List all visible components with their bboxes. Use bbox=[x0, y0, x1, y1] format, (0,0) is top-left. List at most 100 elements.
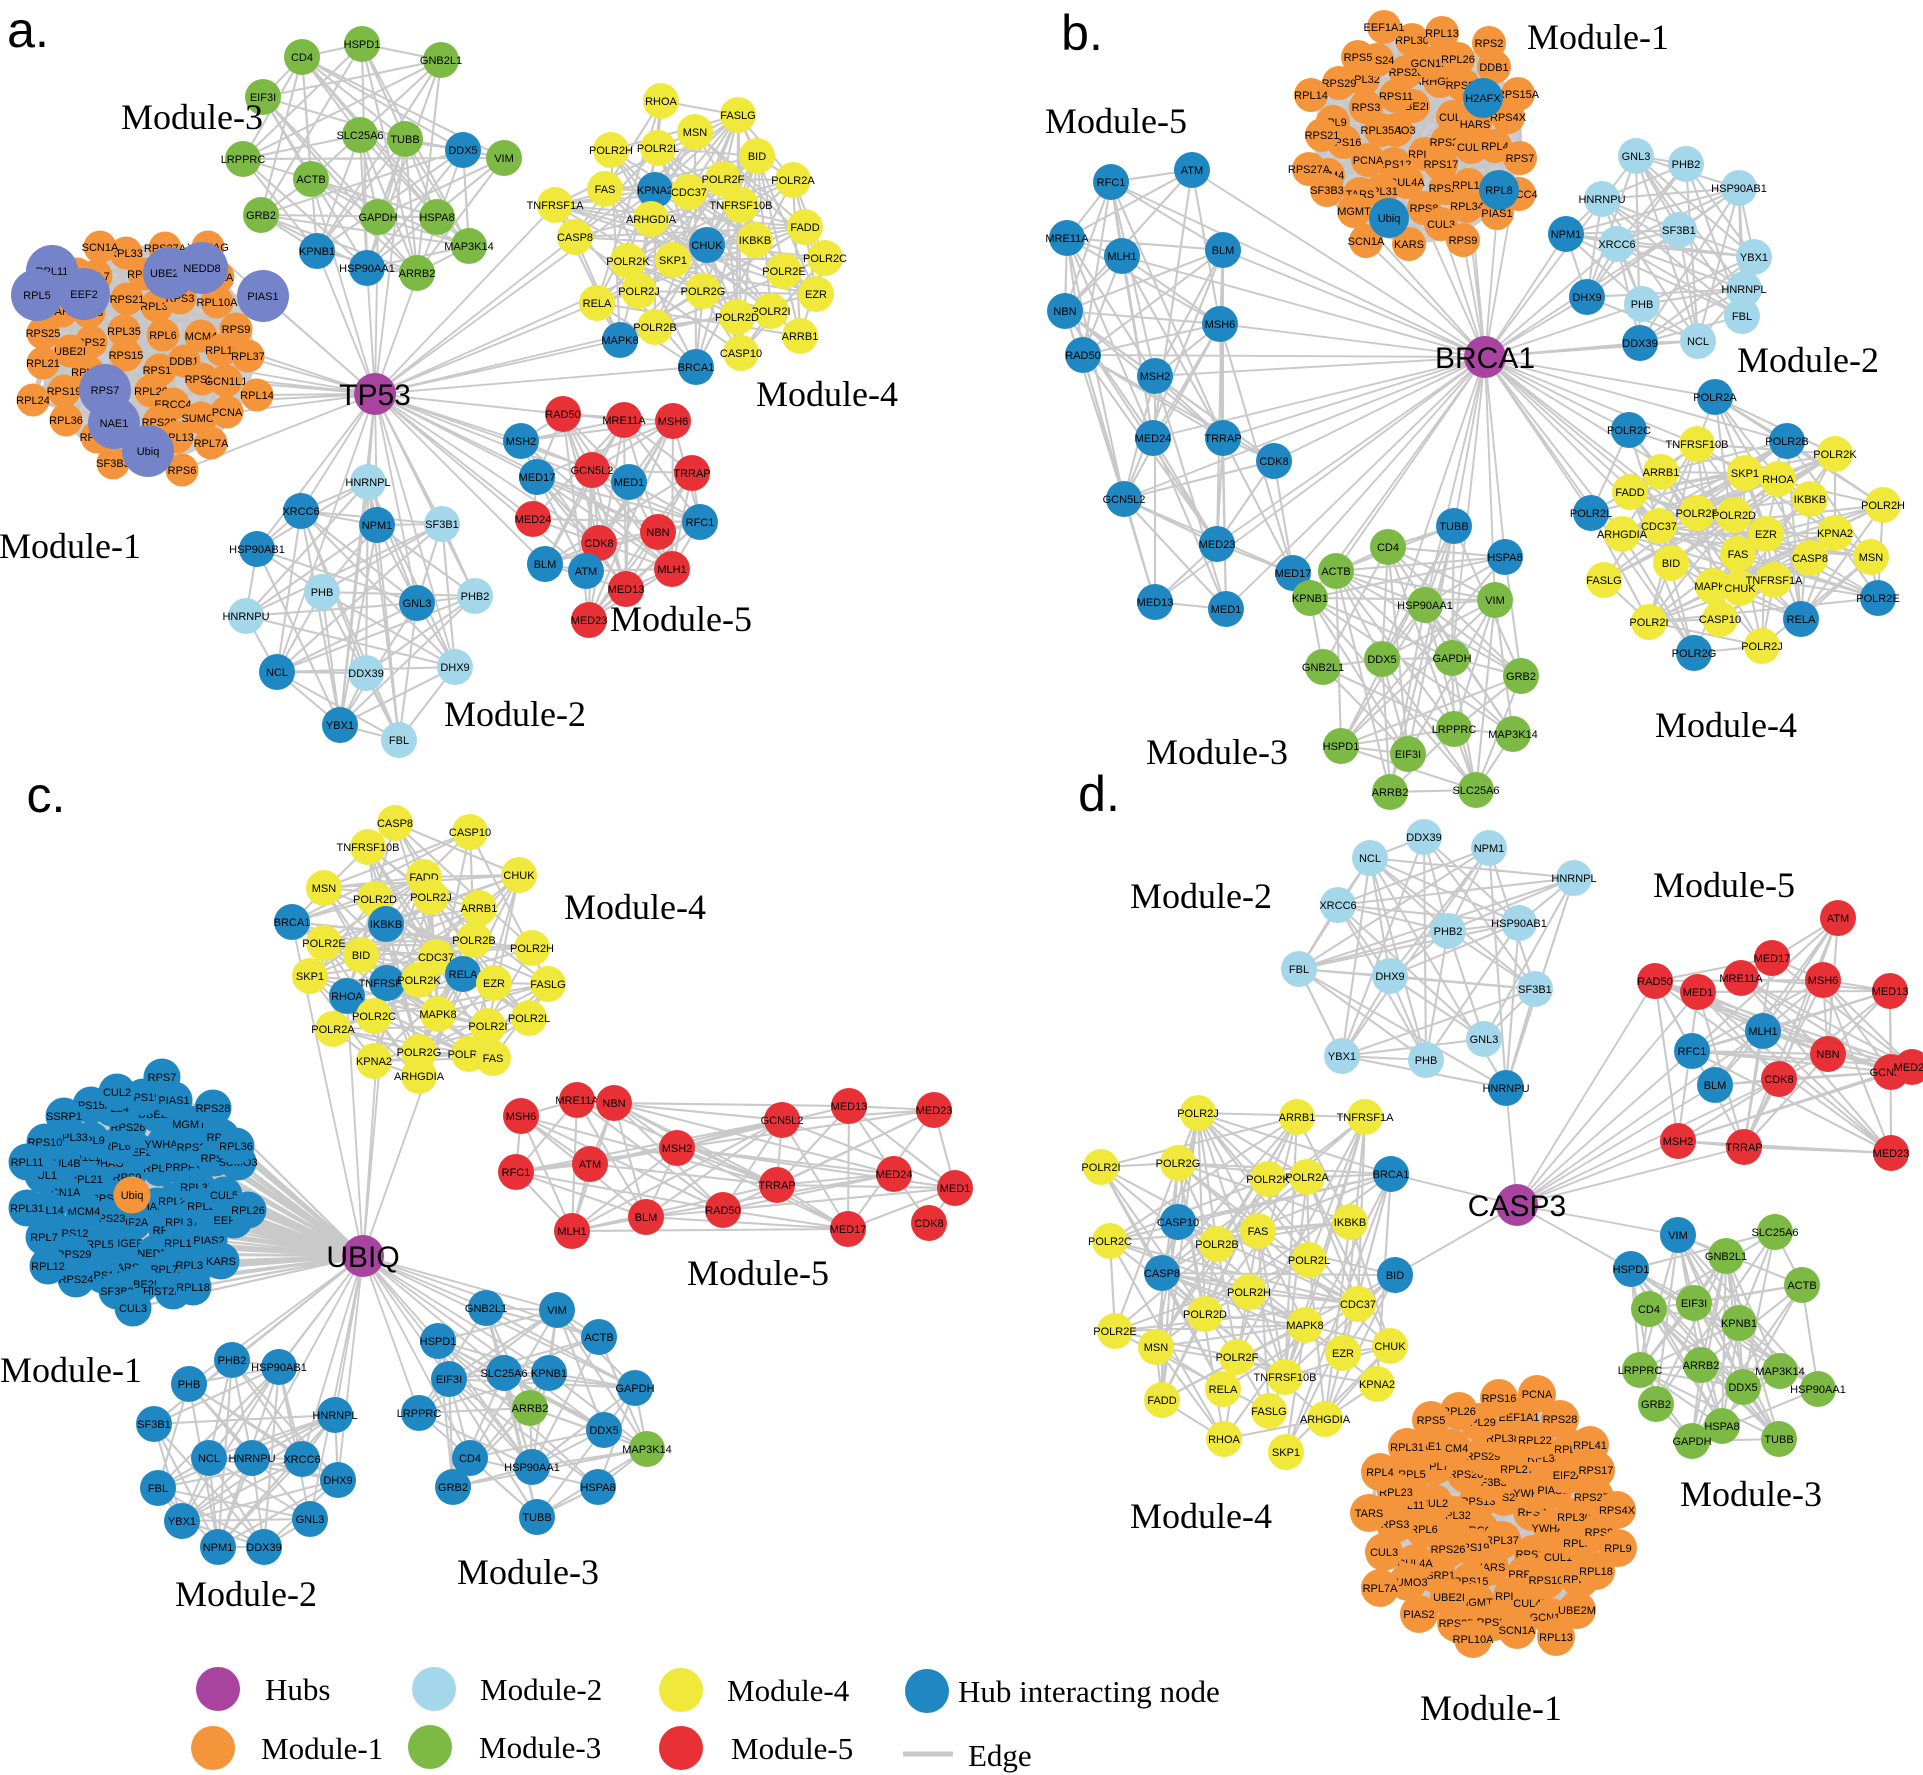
svg-text:TUBB: TUBB bbox=[390, 134, 419, 146]
svg-text:CDC37: CDC37 bbox=[418, 952, 454, 964]
svg-text:RFC1: RFC1 bbox=[502, 1167, 531, 1179]
svg-text:Module-3: Module-3 bbox=[457, 1552, 599, 1592]
svg-text:LRPPRC: LRPPRC bbox=[1618, 1365, 1663, 1377]
svg-text:CDK8: CDK8 bbox=[914, 1218, 943, 1230]
svg-text:BLM: BLM bbox=[1212, 245, 1235, 257]
svg-text:Module-1: Module-1 bbox=[1527, 17, 1669, 57]
svg-text:RELA: RELA bbox=[1787, 614, 1816, 626]
svg-text:GNB2L1: GNB2L1 bbox=[1302, 662, 1344, 674]
svg-text:RPS26: RPS26 bbox=[1431, 1544, 1466, 1556]
svg-text:MAPK8: MAPK8 bbox=[419, 1009, 456, 1021]
svg-text:POLR2D: POLR2D bbox=[1712, 510, 1756, 522]
svg-text:POLR2H: POLR2H bbox=[589, 145, 633, 157]
svg-text:GNL3: GNL3 bbox=[1622, 151, 1651, 163]
svg-text:EIF3I: EIF3I bbox=[250, 92, 276, 104]
svg-text:RPL13: RPL13 bbox=[1539, 1632, 1573, 1644]
svg-text:XRCC6: XRCC6 bbox=[1598, 239, 1635, 251]
svg-text:CUL4A: CUL4A bbox=[1389, 177, 1425, 189]
svg-text:HSP90AB1: HSP90AB1 bbox=[1491, 918, 1547, 930]
svg-text:Module-4: Module-4 bbox=[756, 374, 898, 414]
svg-text:FADD: FADD bbox=[1147, 1395, 1176, 1407]
svg-text:Edge: Edge bbox=[968, 1738, 1032, 1773]
svg-text:CHUK: CHUK bbox=[503, 870, 535, 882]
svg-text:CDK8: CDK8 bbox=[1764, 1074, 1793, 1086]
svg-text:ARRB1: ARRB1 bbox=[461, 903, 498, 915]
svg-text:POLR2A: POLR2A bbox=[311, 1024, 355, 1036]
svg-text:DHX9: DHX9 bbox=[1375, 971, 1404, 983]
svg-text:RPS5: RPS5 bbox=[1417, 1415, 1446, 1427]
svg-text:HSP90AB1: HSP90AB1 bbox=[251, 1362, 307, 1374]
svg-text:DDB1: DDB1 bbox=[169, 356, 198, 368]
svg-text:IKBKB: IKBKB bbox=[739, 235, 771, 247]
svg-text:HNRNPL: HNRNPL bbox=[1551, 873, 1596, 885]
svg-text:PIAS1: PIAS1 bbox=[158, 1095, 189, 1107]
svg-text:RPS7: RPS7 bbox=[148, 1072, 177, 1084]
svg-text:RPL30: RPL30 bbox=[1395, 35, 1429, 47]
svg-text:ACTB: ACTB bbox=[1321, 566, 1350, 578]
svg-text:HSPD1: HSPD1 bbox=[1613, 1264, 1650, 1276]
svg-text:MED17: MED17 bbox=[1754, 953, 1791, 965]
svg-text:d.: d. bbox=[1078, 766, 1120, 822]
svg-text:ARRB2: ARRB2 bbox=[399, 268, 436, 280]
svg-text:SSRP1: SSRP1 bbox=[46, 1111, 82, 1123]
svg-text:RPS29: RPS29 bbox=[1322, 78, 1357, 90]
svg-text:RPL23: RPL23 bbox=[1379, 1487, 1413, 1499]
svg-text:HNRNPU: HNRNPU bbox=[1482, 1083, 1529, 1095]
svg-text:IKBKB: IKBKB bbox=[370, 919, 402, 931]
svg-text:PHB2: PHB2 bbox=[1434, 926, 1463, 938]
svg-text:MED13: MED13 bbox=[608, 584, 645, 596]
svg-text:POLR2L: POLR2L bbox=[1570, 508, 1612, 520]
svg-text:Module-2: Module-2 bbox=[175, 1574, 317, 1614]
svg-text:CD4: CD4 bbox=[1638, 1304, 1660, 1316]
svg-text:GNB2L1: GNB2L1 bbox=[1705, 1251, 1747, 1263]
svg-text:CUL1: CUL1 bbox=[1544, 1552, 1572, 1564]
svg-text:MED24: MED24 bbox=[515, 514, 552, 526]
svg-text:MED13: MED13 bbox=[1872, 986, 1909, 998]
svg-text:RPS16: RPS16 bbox=[1482, 1393, 1517, 1405]
svg-text:EEF2: EEF2 bbox=[70, 289, 98, 301]
svg-text:MSH2: MSH2 bbox=[1663, 1136, 1694, 1148]
svg-text:PHB: PHB bbox=[1415, 1055, 1438, 1067]
svg-text:NPM1: NPM1 bbox=[362, 520, 393, 532]
svg-text:HNRNPU: HNRNPU bbox=[222, 611, 269, 623]
svg-text:SCN1A: SCN1A bbox=[1499, 1625, 1536, 1637]
svg-text:POLR2E: POLR2E bbox=[1093, 1326, 1136, 1338]
svg-text:TUBB: TUBB bbox=[1764, 1434, 1793, 1446]
svg-text:RPS21: RPS21 bbox=[1305, 130, 1340, 142]
svg-text:POLR2H: POLR2H bbox=[1861, 500, 1905, 512]
svg-text:ARRB1: ARRB1 bbox=[1279, 1112, 1316, 1124]
svg-text:RPL36: RPL36 bbox=[49, 415, 83, 427]
svg-text:DDX5: DDX5 bbox=[1728, 1382, 1757, 1394]
svg-text:RPS2: RPS2 bbox=[1475, 38, 1504, 50]
svg-text:EIF3I: EIF3I bbox=[436, 1374, 462, 1386]
svg-text:BID: BID bbox=[1662, 558, 1680, 570]
svg-text:FASLG: FASLG bbox=[530, 979, 565, 991]
svg-text:NPM1: NPM1 bbox=[1474, 843, 1505, 855]
svg-text:RPS6: RPS6 bbox=[168, 465, 197, 477]
svg-text:ARRB1: ARRB1 bbox=[782, 331, 819, 343]
svg-text:NPM1: NPM1 bbox=[1551, 229, 1582, 241]
svg-text:MSH2: MSH2 bbox=[506, 436, 537, 448]
svg-text:UBE2I: UBE2I bbox=[54, 346, 86, 358]
svg-text:RPS25: RPS25 bbox=[26, 328, 61, 340]
svg-text:RPL18: RPL18 bbox=[205, 345, 239, 357]
svg-text:YWHAH: YWHAH bbox=[145, 1139, 186, 1151]
svg-text:RPL6: RPL6 bbox=[1410, 1524, 1438, 1536]
svg-text:BRCA1: BRCA1 bbox=[274, 917, 311, 929]
svg-text:HNRNPL: HNRNPL bbox=[312, 1410, 357, 1422]
svg-text:MED1: MED1 bbox=[1211, 604, 1242, 616]
svg-text:SLC25A6: SLC25A6 bbox=[480, 1368, 527, 1380]
svg-text:ACTB: ACTB bbox=[1787, 1280, 1816, 1292]
svg-text:KPNB1: KPNB1 bbox=[1721, 1318, 1757, 1330]
svg-text:RFC1: RFC1 bbox=[1097, 177, 1126, 189]
svg-text:TNFRSF10B: TNFRSF10B bbox=[1666, 439, 1729, 451]
svg-text:RPS3: RPS3 bbox=[1352, 102, 1381, 114]
svg-text:CDK8: CDK8 bbox=[584, 538, 613, 550]
svg-text:b.: b. bbox=[1061, 5, 1103, 61]
svg-text:FAS: FAS bbox=[1728, 549, 1749, 561]
svg-text:TRRAP: TRRAP bbox=[673, 468, 710, 480]
svg-text:YBX1: YBX1 bbox=[1740, 252, 1768, 264]
svg-text:SKP1: SKP1 bbox=[1731, 468, 1759, 480]
svg-text:NBN: NBN bbox=[602, 1098, 625, 1110]
svg-text:ARHGDIA: ARHGDIA bbox=[1300, 1414, 1351, 1426]
